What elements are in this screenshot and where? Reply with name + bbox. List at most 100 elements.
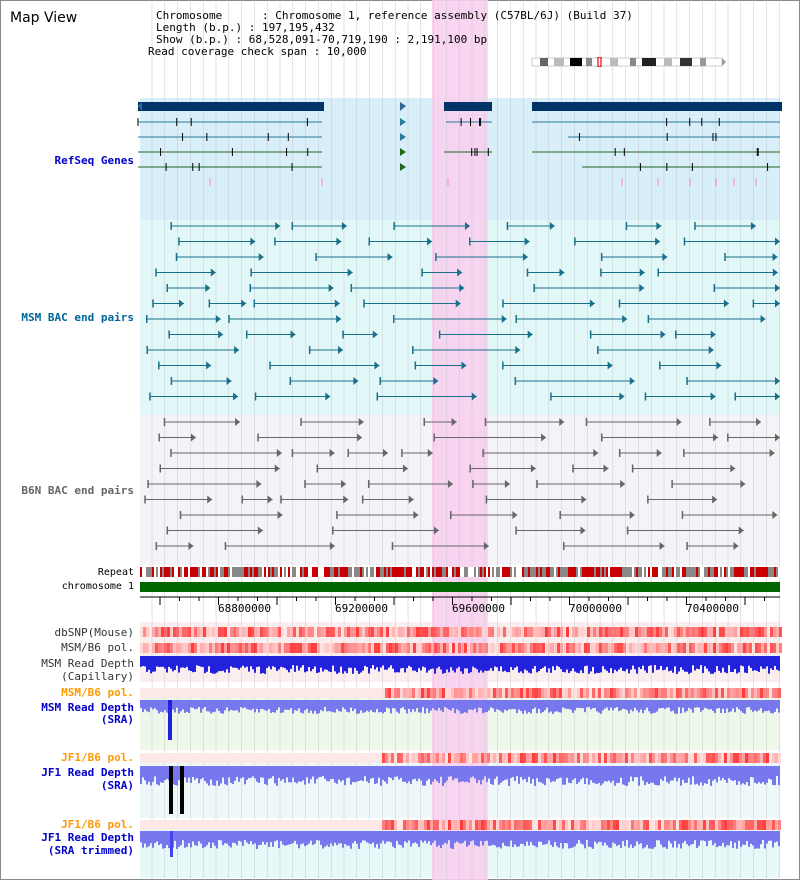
jf1-sra-depth-bar: [306, 766, 308, 778]
track-label-msm-b6-pol-2[interactable]: MSM/B6 pol.: [61, 686, 134, 699]
msm-b6-pol-heat: [251, 643, 254, 653]
msm-b6-pol2-heat: [700, 688, 703, 698]
jf1-b6-pol-heat: [748, 753, 751, 763]
chromosome-ideogram[interactable]: [530, 52, 726, 68]
jf1-trim-depth-bar: [496, 831, 498, 848]
track-label-jf1-b6-pol-1[interactable]: JF1/B6 pol.: [61, 751, 134, 764]
track-label-dbsnp[interactable]: dbSNP(Mouse): [54, 626, 134, 639]
track-label-repeat[interactable]: Repeat: [97, 567, 134, 578]
b6n-bac-pair-arrow: [581, 495, 587, 504]
msm-sra-depth-bar: [630, 700, 632, 710]
dbsnp-heat: [164, 627, 167, 637]
repeat-block: [578, 567, 580, 577]
msm-sra-depth-bar: [512, 700, 514, 710]
track-label-msm-depth-capillary-sub[interactable]: (Capillary): [61, 670, 134, 683]
track-label-jf1-depth-trimmed-sub[interactable]: (SRA trimmed): [47, 844, 134, 857]
msm-b6-pol-heat: [695, 643, 698, 653]
track-label-jf1-depth-trimmed[interactable]: JF1 Read Depth: [41, 831, 134, 844]
msm-sra-depth-bar: [222, 700, 224, 714]
dbsnp-heat: [629, 627, 632, 637]
msm-sra-depth-bar: [648, 700, 650, 712]
track-label-jf1-depth-sra[interactable]: JF1 Read Depth: [41, 766, 134, 779]
msm-capillary-depth-bar: [576, 656, 578, 673]
jf1-b6-pol2-heat: [694, 820, 697, 830]
jf1-sra-depth-bar: [234, 766, 236, 781]
b6n-bac-pair-arrow: [343, 495, 349, 504]
jf1-sra-depth-bar: [554, 766, 556, 782]
msm-capillary-depth-bar: [230, 656, 232, 667]
jf1-sra-depth-bar: [746, 766, 748, 783]
repeat-block: [672, 567, 674, 577]
msm-sra-depth-bar: [750, 700, 752, 710]
repeat-block: [254, 567, 256, 577]
msm-b6-pol2-heat: [559, 688, 562, 698]
msm-b6-pol-heat: [710, 643, 713, 653]
jf1-sra-depth-bar: [478, 766, 480, 781]
jf1-b6-pol2-heat: [724, 820, 727, 830]
msm-b6-pol-heat: [140, 643, 143, 653]
jf1-b6-pol2-heat: [619, 820, 622, 830]
msm-bac-pair-arrow: [336, 237, 342, 246]
msm-sra-depth-bar: [754, 700, 756, 711]
jf1-sra-depth-bar: [350, 766, 352, 785]
jf1-trim-depth-bar: [274, 831, 276, 842]
track-label-refseq[interactable]: RefSeq Genes: [54, 154, 134, 167]
msm-capillary-depth-bar: [436, 656, 438, 669]
msm-capillary-depth-bar: [494, 656, 496, 667]
repeat-block: [156, 567, 158, 577]
jf1-sra-depth-bar: [314, 766, 316, 784]
repeat-block: [556, 567, 558, 577]
repeat-block: [296, 567, 298, 577]
msm-sra-depth-bar: [346, 700, 348, 712]
repeat-block: [480, 567, 482, 577]
dbsnp-heat: [341, 627, 344, 637]
msm-b6-pol-heat: [716, 643, 719, 653]
track-label-msm-depth-sra-sub[interactable]: (SRA): [100, 713, 134, 726]
jf1-sra-depth-bar: [272, 766, 274, 777]
msm-capillary-depth-bar: [600, 656, 602, 673]
repeat-block: [230, 567, 232, 577]
msm-b6-pol2-heat: [610, 688, 613, 698]
jf1-b6-pol2-heat: [598, 820, 601, 830]
msm-bac-pair-arrow: [775, 392, 780, 401]
msm-b6-pol2-heat: [766, 688, 769, 698]
jf1-sra-depth-bar: [580, 766, 582, 780]
dbsnp-heat: [308, 627, 311, 637]
dbsnp-heat: [317, 627, 320, 637]
repeat-block: [510, 567, 512, 577]
msm-bac-pair-arrow: [639, 284, 645, 292]
jf1-trim-depth-bar: [576, 831, 578, 844]
jf1-b6-pol2-heat: [412, 820, 415, 830]
track-label-b6n-bac[interactable]: B6N BAC end pairs: [21, 484, 134, 497]
jf1-sra-depth-bar: [396, 766, 398, 777]
jf1-b6-pol-heat: [505, 753, 508, 763]
dbsnp-heat: [770, 627, 773, 637]
msm-sra-depth-bar: [576, 700, 578, 708]
track-label-jf1-b6-pol-2[interactable]: JF1/B6 pol.: [61, 818, 134, 831]
msm-b6-pol2-heat: [508, 688, 511, 698]
repeat-block: [570, 567, 572, 577]
repeat-block: [660, 567, 662, 577]
jf1-b6-pol2-heat: [577, 820, 580, 830]
msm-b6-pol-heat: [506, 643, 509, 653]
track-label-msm-depth-capillary[interactable]: MSM Read Depth: [41, 657, 134, 670]
msm-b6-pol-heat: [350, 643, 353, 653]
msm-sra-depth-bar: [212, 700, 214, 713]
msm-capillary-depth-bar: [544, 656, 546, 667]
msm-sra-depth-bar: [330, 700, 332, 712]
jf1-sra-depth-bar: [250, 766, 252, 778]
track-label-msm-bac[interactable]: MSM BAC end pairs: [21, 311, 134, 324]
b6n-bac-pair-arrow: [257, 526, 263, 535]
msm-sra-depth-bar: [514, 700, 516, 710]
msm-b6-pol2-heat: [727, 688, 730, 698]
msm-capillary-depth-bar: [150, 656, 152, 674]
repeat-block: [616, 567, 618, 577]
jf1-b6-pol-heat: [430, 753, 433, 763]
track-label-msm-b6-pol-1[interactable]: MSM/B6 pol.: [61, 641, 134, 654]
dbsnp-heat: [656, 627, 659, 637]
dbsnp-heat: [485, 627, 488, 637]
track-label-msm-depth-sra[interactable]: MSM Read Depth: [41, 701, 134, 714]
track-label-jf1-depth-sra-sub[interactable]: (SRA): [100, 779, 134, 792]
track-label-chromosome[interactable]: chromosome 1: [61, 581, 134, 592]
